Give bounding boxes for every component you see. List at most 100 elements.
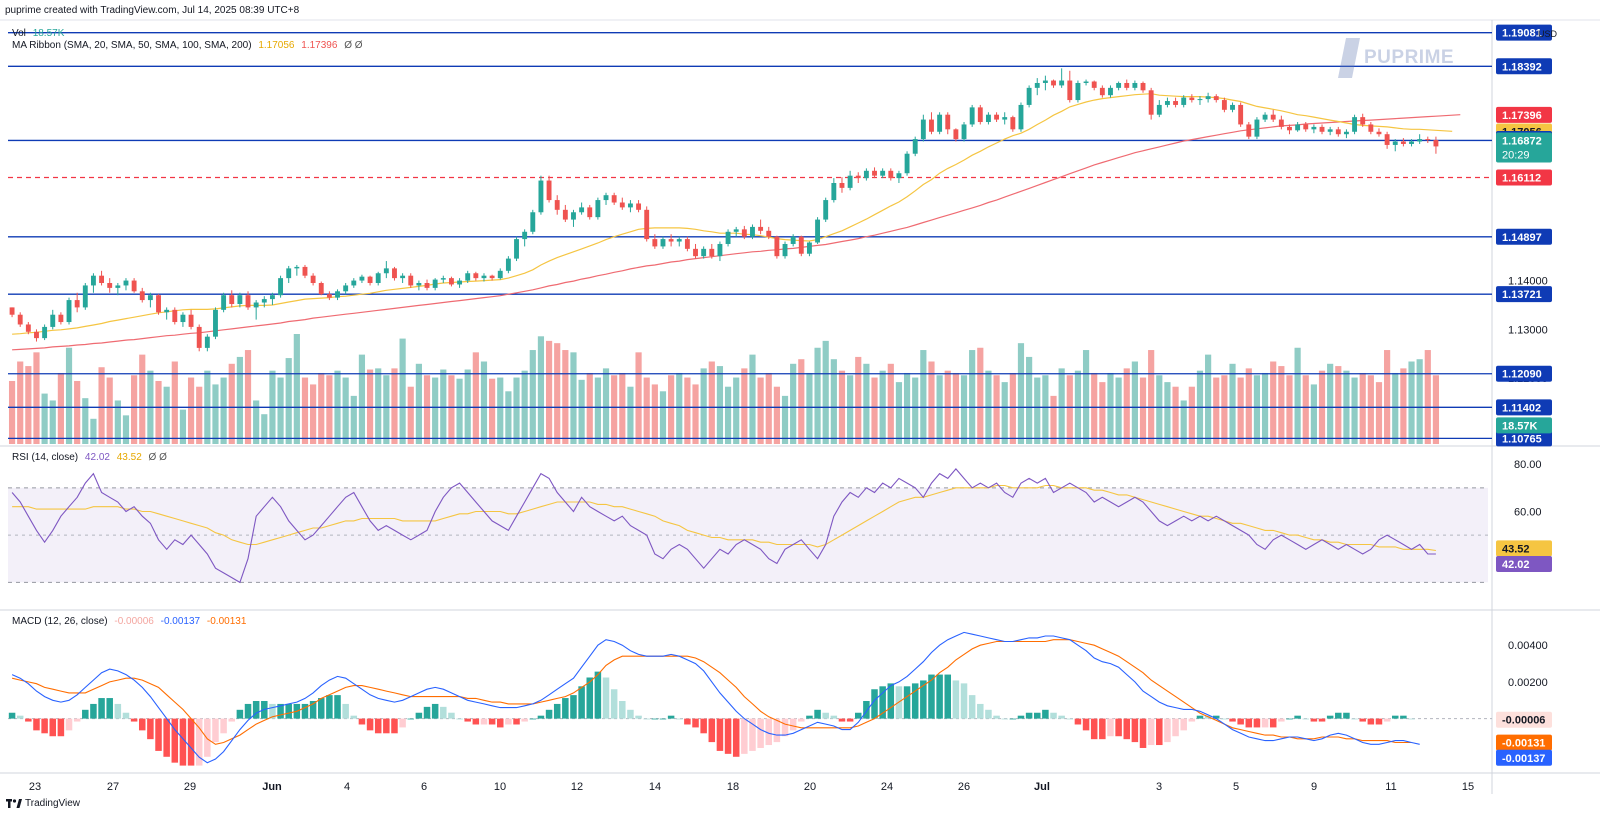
candle-body — [278, 278, 284, 296]
candle-body — [1425, 139, 1431, 141]
volume-bar — [122, 415, 130, 444]
candle-body — [42, 326, 48, 339]
volume-bar — [90, 418, 97, 444]
macd-histogram-bar — [1131, 718, 1139, 743]
candle-body — [367, 276, 373, 284]
time-tick-label: 10 — [494, 781, 506, 793]
price-tick-label: 1.14000 — [1508, 276, 1548, 288]
macd-histogram-bar — [374, 718, 382, 734]
macd-histogram-bar — [1164, 718, 1171, 743]
volume-bar — [1066, 375, 1073, 444]
macd-histogram-bar — [977, 703, 984, 719]
rsi-legend[interactable]: RSI (14, close) 42.02 43.52 Ø Ø — [12, 452, 167, 463]
candle-body — [725, 231, 731, 244]
macd-histogram-bar — [879, 686, 886, 719]
macd-histogram-bar — [57, 718, 65, 737]
candle-body — [660, 239, 666, 247]
candle-body — [1343, 131, 1349, 135]
volume-bar — [497, 377, 504, 444]
price-tick-label: 1.13000 — [1508, 324, 1548, 336]
volume-bar — [1351, 377, 1358, 444]
level-label: 1.10765 — [1502, 433, 1542, 445]
red-level-label-bg — [1496, 169, 1552, 186]
macd-line — [11, 631, 1420, 764]
candle-body — [457, 280, 463, 285]
volume-bar — [1099, 382, 1106, 444]
level-label-bg — [1496, 365, 1552, 382]
candle-body — [969, 107, 975, 125]
volume-bar — [383, 375, 390, 444]
candle-body — [693, 248, 698, 257]
candle-body — [1010, 117, 1016, 130]
volume-bar — [895, 382, 903, 444]
candle-body — [213, 309, 218, 337]
candle-body — [627, 203, 633, 208]
volume-bar — [1205, 354, 1212, 444]
macd-histogram-bar — [1318, 718, 1326, 722]
time-tick-label: 5 — [1233, 781, 1239, 793]
volume-bar — [871, 377, 878, 444]
volume-bar — [928, 361, 935, 444]
volume-bar — [1432, 375, 1440, 444]
volume-bar — [773, 386, 780, 444]
volume-bar — [1017, 343, 1025, 444]
candle-body — [766, 230, 772, 237]
macd-histogram-bar — [830, 715, 838, 719]
candle-body — [644, 209, 650, 240]
macd-histogram-bar — [1245, 718, 1253, 728]
level-label: 1.18392 — [1502, 61, 1542, 73]
candle-body — [294, 266, 300, 269]
candle-body — [538, 180, 544, 213]
ma-ribbon-legend[interactable]: MA Ribbon (SMA, 20, SMA, 50, SMA, 100, S… — [12, 40, 363, 51]
macd-histogram-bar — [1375, 718, 1383, 725]
volume-bar — [903, 372, 911, 444]
tradingview-footer[interactable]: TradingView — [6, 798, 80, 809]
volume-bar — [790, 363, 797, 444]
macd-value-label: -0.00137 — [1502, 753, 1545, 765]
candle-body — [139, 291, 145, 301]
price-value-label-bg — [1496, 132, 1552, 163]
candle-body — [408, 275, 414, 286]
candle-body — [709, 248, 715, 257]
volume-bar — [1327, 363, 1334, 444]
volume-bar — [301, 377, 309, 444]
candle-body — [1002, 117, 1008, 120]
volume-bar — [920, 350, 927, 444]
candle-body — [1173, 101, 1179, 105]
level-label: 1.19081 — [1502, 28, 1542, 40]
macd-histogram-bar — [635, 715, 642, 719]
volume-bar — [1164, 382, 1171, 444]
volume-bar — [798, 359, 805, 444]
macd-histogram-bar — [1221, 718, 1228, 720]
volume-legend[interactable]: Vol 18.57K — [12, 28, 64, 39]
volume-bar — [423, 375, 431, 444]
candle-body — [261, 299, 267, 303]
macd-histogram-bar — [33, 718, 40, 731]
level-label-bg — [1496, 58, 1552, 75]
macd-histogram-bar — [838, 718, 846, 722]
candle-body — [815, 219, 821, 243]
macd-histogram-bar — [171, 718, 179, 763]
volume-bar — [863, 363, 870, 444]
volume-bar — [676, 372, 683, 444]
candle-body — [505, 258, 511, 271]
macd-histogram-bar — [391, 718, 398, 734]
volume-bar — [822, 340, 829, 444]
volume-bar — [49, 400, 56, 444]
price-value-label: 1.17396 — [1502, 110, 1542, 122]
candle-body — [611, 195, 617, 203]
tradingview-brand: TradingView — [25, 798, 81, 809]
macd-histogram-bar — [1099, 718, 1106, 740]
macd-signal-value: -0.00131 — [206, 616, 247, 627]
macd-legend[interactable]: MACD (12, 26, close) -0.00006 -0.00137 -… — [12, 616, 246, 627]
macd-histogram-bar — [1147, 718, 1155, 746]
volume-bar — [326, 375, 333, 444]
candle-body — [1059, 80, 1065, 86]
macd-histogram-bar — [928, 674, 935, 719]
macd-histogram-bar — [789, 718, 797, 731]
candle-body — [1254, 119, 1260, 137]
macd-histogram-bar — [423, 706, 431, 719]
time-tick-label: 3 — [1156, 781, 1162, 793]
candle-body — [896, 173, 902, 179]
